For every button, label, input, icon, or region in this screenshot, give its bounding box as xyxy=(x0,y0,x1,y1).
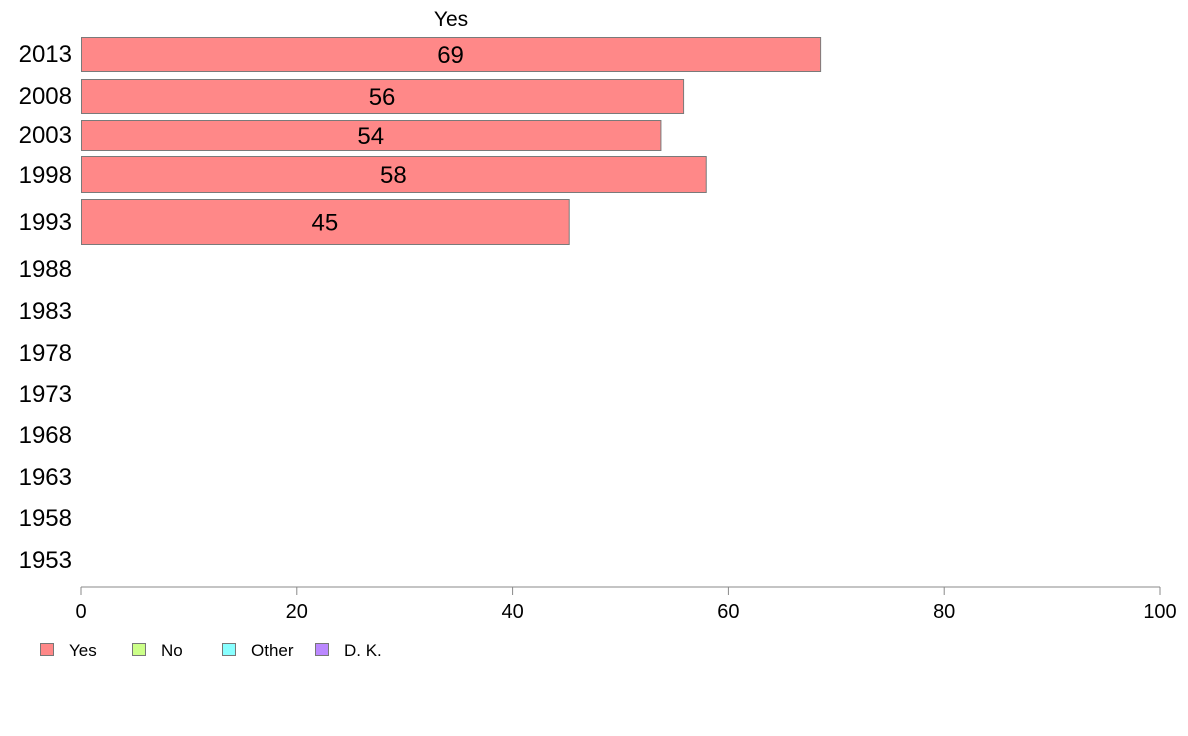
chart-title: Yes xyxy=(434,8,468,31)
bar-2003 xyxy=(81,120,662,151)
legend-label: Yes xyxy=(69,641,97,660)
bar-2013 xyxy=(81,37,822,72)
y-tick-label: 1963 xyxy=(19,464,72,491)
y-tick-label: 2008 xyxy=(19,83,72,110)
bar-2008 xyxy=(81,79,685,114)
x-tick-label: 100 xyxy=(1143,601,1176,623)
legend-label: D. K. xyxy=(344,641,382,660)
y-tick-label: 1958 xyxy=(19,505,72,532)
x-tick-label: 40 xyxy=(501,601,523,623)
x-tick-label: 20 xyxy=(286,601,308,623)
legend: Yes No Other D. K. xyxy=(40,641,382,660)
y-tick-label: 1983 xyxy=(19,298,72,325)
y-tick-label: 1978 xyxy=(19,340,72,367)
y-tick-label: 1953 xyxy=(19,547,72,574)
x-tick-label: 80 xyxy=(933,601,955,623)
y-tick-label: 1993 xyxy=(19,209,72,236)
data-label-2008: 56 xyxy=(369,84,396,111)
y-tick-label: 1968 xyxy=(19,422,72,449)
y-tick-label: 1988 xyxy=(19,256,72,283)
legend-swatch-dk xyxy=(315,643,329,656)
x-axis: 0 20 40 60 80 100 xyxy=(75,586,1177,623)
legend-swatch-other xyxy=(222,643,236,656)
data-label-2013: 69 xyxy=(437,42,464,69)
y-tick-label: 2003 xyxy=(19,122,72,149)
data-label-1998: 58 xyxy=(380,162,407,189)
bar-1998 xyxy=(81,156,707,193)
x-tick-label: 60 xyxy=(717,601,739,623)
legend-label: No xyxy=(161,641,183,660)
legend-label: Other xyxy=(251,641,294,660)
data-label-2003: 54 xyxy=(357,123,384,150)
data-label-1993: 45 xyxy=(312,210,339,237)
legend-swatch-no xyxy=(132,643,146,656)
bars-layer: 69 56 54 58 45 xyxy=(81,37,822,245)
y-tick-label: 1998 xyxy=(19,162,72,189)
y-axis-labels: 2013 2008 2003 1998 1993 1988 1983 1978 1973 1968… xyxy=(19,41,72,574)
y-tick-label: 1973 xyxy=(19,381,72,408)
x-tick-label: 0 xyxy=(75,601,86,623)
y-tick-label: 2013 xyxy=(19,41,72,68)
bar-1993 xyxy=(81,199,570,245)
legend-swatch-yes xyxy=(40,643,54,656)
